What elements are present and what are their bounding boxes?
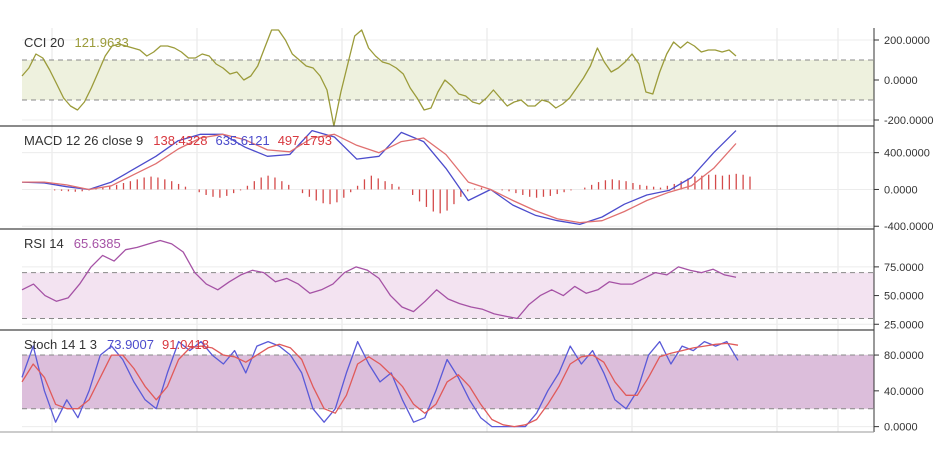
rsi-title: RSI 14 [24, 236, 64, 251]
rsi-panel: 75.0000 50.0000 25.0000 RSI 14 65.6385 [21, 229, 924, 331]
y-tick-label: 400.0000 [884, 148, 930, 160]
stoch-series-line-1 [21, 342, 739, 428]
macd-value-0: 138.4328 [153, 133, 207, 148]
cci-value: 121.9633 [74, 35, 128, 50]
y-tick-label: 75.0000 [884, 262, 924, 274]
y-tick-label: 0.0000 [884, 422, 918, 434]
cci-title: CCI 20 [24, 35, 64, 50]
rsi-band [22, 272, 874, 319]
stoch-title: Stoch 14 1 3 [24, 337, 97, 352]
macd-value-2: 497.1793 [278, 133, 332, 148]
y-tick-label: 80.0000 [884, 350, 924, 362]
stoch-value-0: 73.9007 [107, 337, 154, 352]
y-tick-label: 0.0000 [884, 75, 918, 87]
macd-panel: 400.0000 0.0000 -400.0000 MACD 12 26 close … [21, 126, 934, 233]
y-tick-label: 0.0000 [884, 184, 918, 196]
cci-band [22, 60, 874, 100]
stoch-series-line-0 [21, 340, 739, 428]
y-tick-label: -200.0000 [884, 115, 934, 127]
rsi-series-line-0 [21, 239, 737, 320]
macd-value-1: 635.6121 [215, 133, 269, 148]
y-tick-label: 25.0000 [884, 319, 924, 331]
rsi-value: 65.6385 [74, 236, 121, 251]
macd-series-line-1 [22, 133, 737, 224]
y-tick-label: 200.0000 [884, 35, 930, 47]
y-tick-label: 40.0000 [884, 386, 924, 398]
cci-series-line-0 [21, 29, 737, 127]
macd-title: MACD 12 26 close 9 [24, 133, 143, 148]
y-tick-label: 50.0000 [884, 291, 924, 303]
macd-series-line-0 [21, 129, 737, 226]
stoch-value-1: 91.0418 [162, 337, 209, 352]
y-tick-label: -400.0000 [884, 221, 934, 233]
stoch-panel: 80.0000 40.0000 0.0000 Stoch 14 1 3 73.9007 9… [21, 330, 924, 434]
cci-panel: 200.0000 0.0000 -200.0000 CCI 20 121.9633 [21, 28, 934, 127]
